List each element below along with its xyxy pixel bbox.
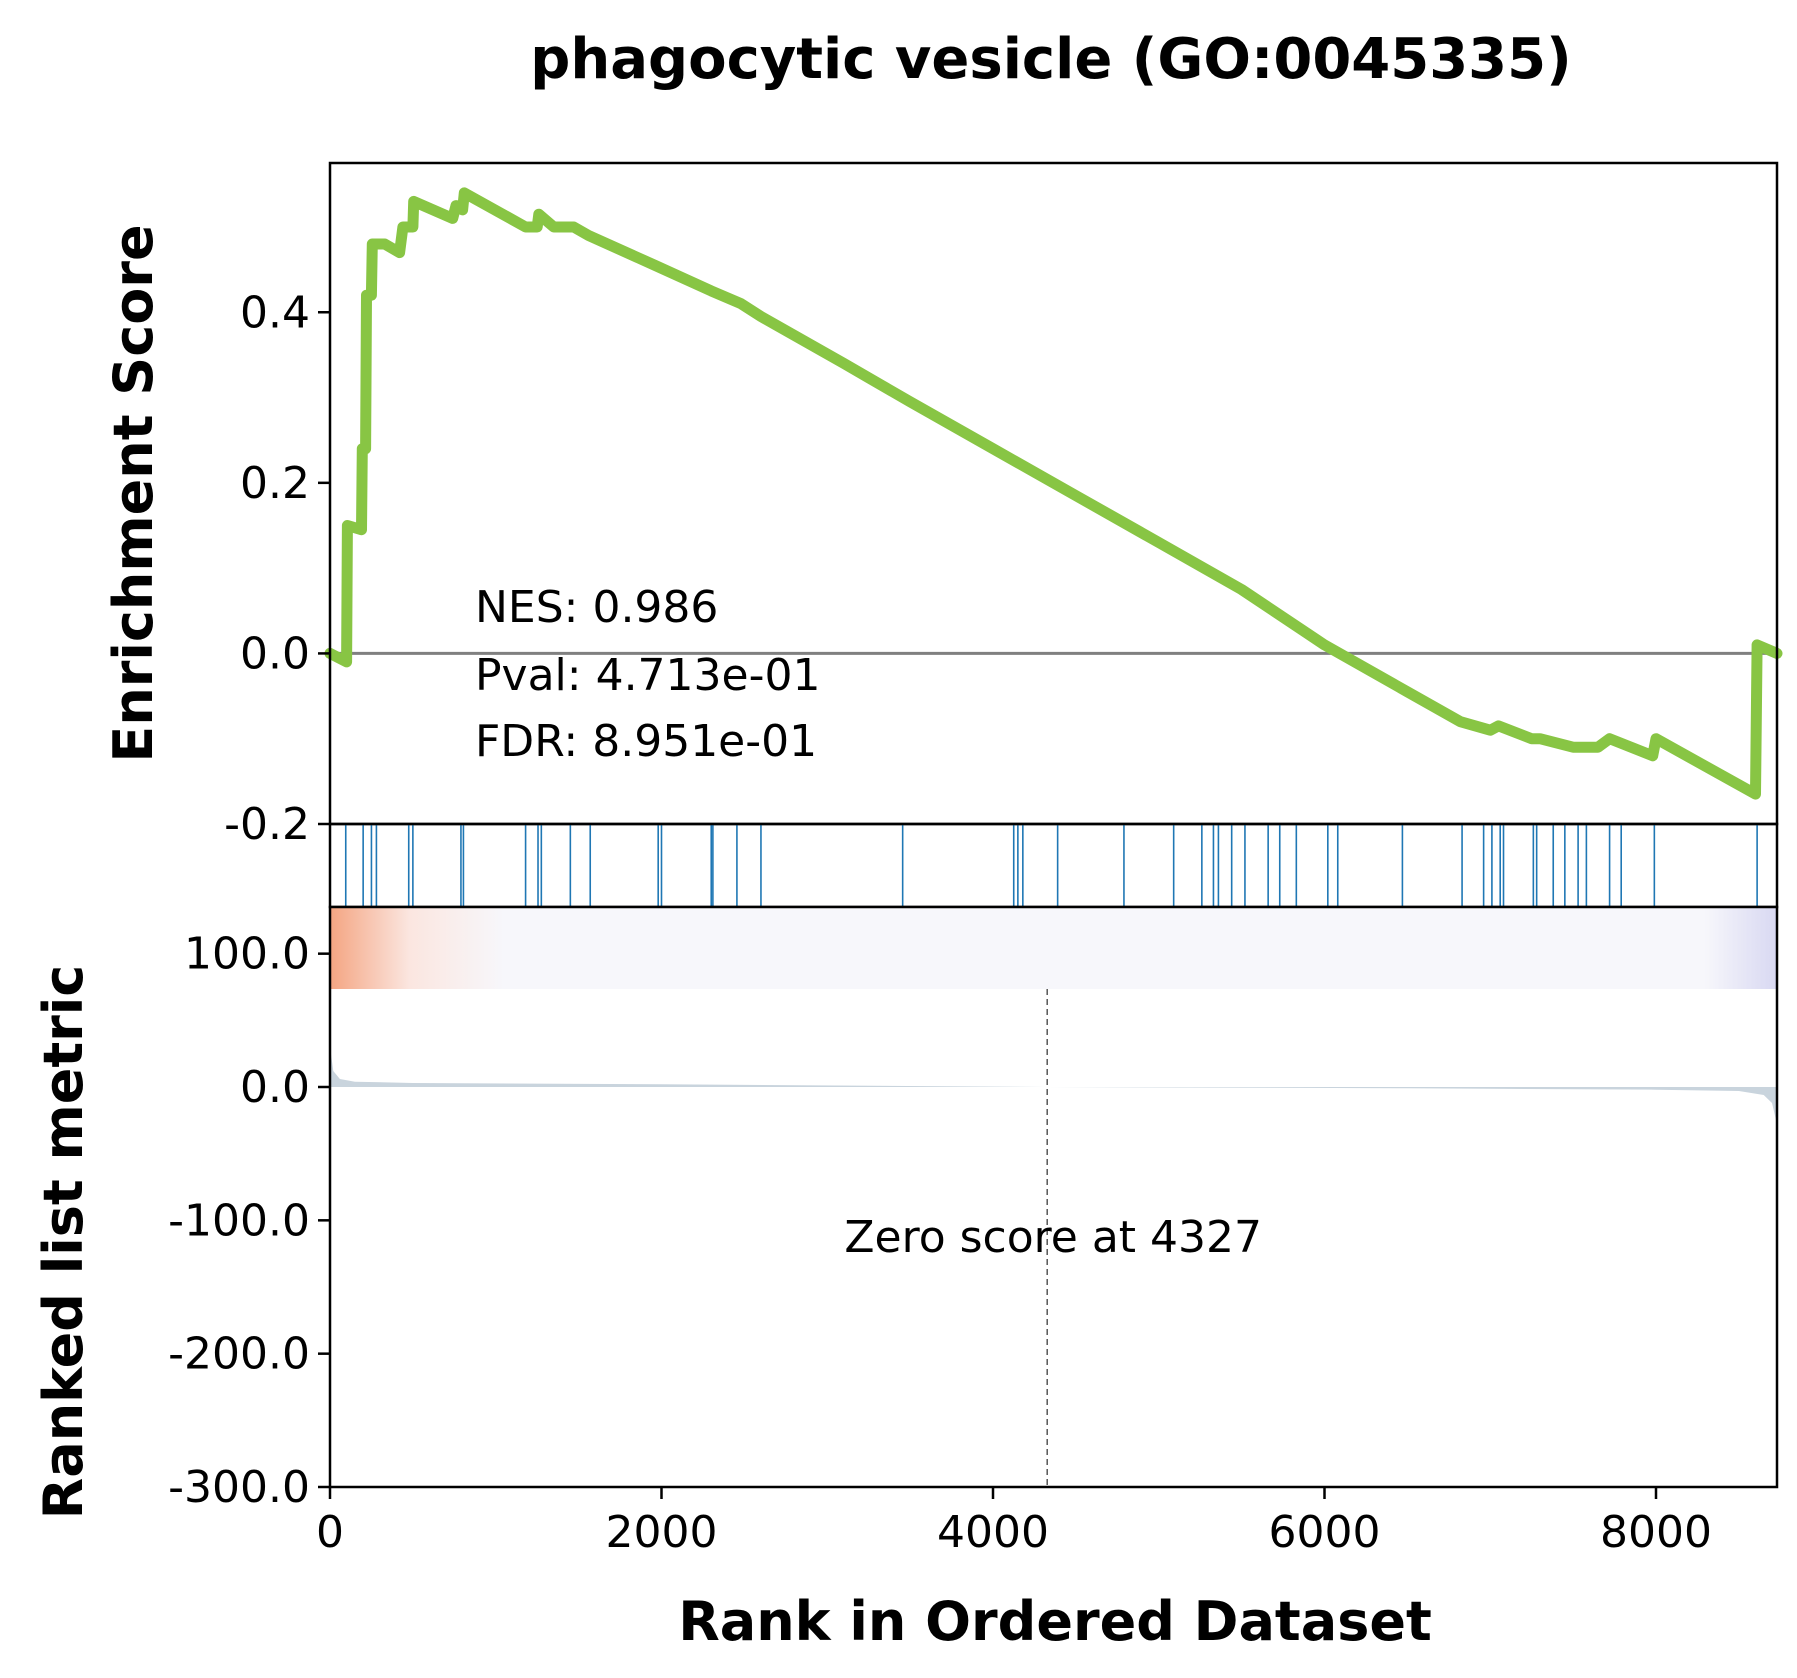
- es-y-tick-label: 0.2: [240, 458, 310, 509]
- hits-panel: [328, 822, 1779, 909]
- x-axis-label: Rank in Ordered Dataset: [678, 1590, 1432, 1653]
- chart-title: phagocytic vesicle (GO:0045335): [530, 27, 1571, 92]
- hits-panel-frame: [328, 822, 1779, 909]
- es-y-tick-label: 0.4: [240, 287, 310, 338]
- enrichment-y-axis-label: Enrichment Score: [102, 224, 165, 762]
- pval-label: Pval: 4.713e-01: [475, 650, 820, 701]
- zero-score-label: Zero score at 4327: [844, 1212, 1262, 1263]
- x-tick-label: 4000: [937, 1507, 1049, 1558]
- x-tick-label: 2000: [606, 1507, 718, 1558]
- gene-hit-lines: [344, 824, 1758, 907]
- x-tick-label: 6000: [1269, 1507, 1381, 1558]
- enrichment-y-ticks: -0.2 0.0 0.2 0.4: [224, 287, 330, 850]
- ranked-y-tick-label: -300.0: [168, 1462, 310, 1513]
- ranked-panel-frame: [328, 905, 1779, 1489]
- ranked-metric-area: [330, 1047, 1777, 1125]
- x-axis-ticks: 0 2000 4000 6000 8000: [316, 1487, 1712, 1558]
- ranked-y-tick-label: 100.0: [184, 929, 310, 980]
- ranked-y-tick-label: -200.0: [168, 1329, 310, 1380]
- ranked-y-tick-label: -100.0: [168, 1195, 310, 1246]
- enrichment-score-line: [324, 187, 1783, 800]
- ranked-y-ticks: -300.0 -200.0 -100.0 0.0 100.0: [168, 929, 330, 1513]
- enrichment-panel: -0.2 0.0 0.2 0.4 NES: 0.986 Pval: 4.713e-01…: [224, 161, 1783, 850]
- es-y-tick-label: 0.0: [240, 628, 310, 679]
- x-tick-label: 8000: [1600, 1507, 1712, 1558]
- ranked-metric-panel: Zero score at 4327 -300.0 -200.0 -100.0 0.0…: [168, 905, 1779, 1513]
- x-tick-label: 0: [316, 1507, 344, 1558]
- ranked-y-tick-label: 0.0: [240, 1062, 310, 1113]
- ranked-y-axis-label: Ranked list metric: [32, 965, 95, 1520]
- fdr-label: FDR: 8.951e-01: [475, 716, 817, 767]
- ranked-heatmap-bar: [330, 907, 1777, 989]
- es-y-tick-label: -0.2: [224, 799, 310, 850]
- nes-label: NES: 0.986: [475, 582, 718, 633]
